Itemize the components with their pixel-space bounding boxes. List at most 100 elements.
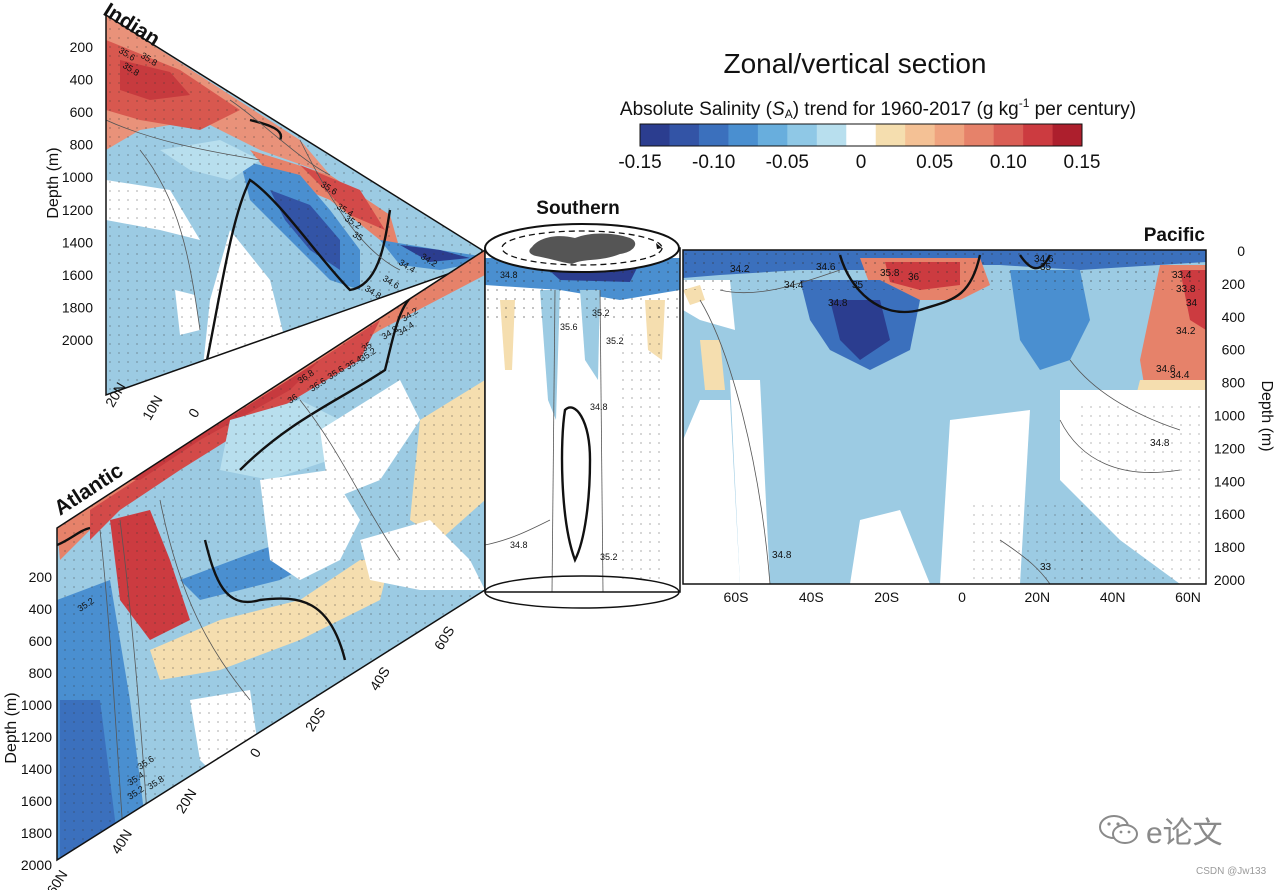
contour-label: 34.8 — [590, 402, 608, 412]
pacific-y-tick-label: 400 — [1222, 309, 1246, 325]
pacific-ylabel: Depth (m) — [1258, 380, 1275, 451]
contour-label: 35.8 — [880, 268, 900, 279]
figure-header: Zonal/vertical section Absolute Salinity… — [618, 48, 1136, 173]
colorbar-swatch — [1023, 124, 1053, 146]
colorbar-tick-label: -0.10 — [692, 152, 735, 173]
colorbar-swatch — [934, 124, 965, 146]
atlantic-y-tick-label: 200 — [29, 569, 53, 585]
colorbar-tick-label: -0.05 — [766, 152, 809, 173]
atlantic-x-tick-label: 0 — [246, 745, 264, 760]
contour-label: 34.8 — [1150, 438, 1170, 449]
southern-contour-labels: 34.8 35.6 35.2 34.8 35.2 34.8 35.2 — [500, 270, 624, 562]
atlantic-y-tick-label: 400 — [29, 601, 53, 617]
contour-label: 33.4 — [1172, 270, 1192, 281]
indian-y-tick-label: 600 — [70, 104, 94, 120]
colorbar-swatch — [875, 124, 906, 146]
colorbar-frame — [639, 123, 1083, 147]
contour-label: 35.6 — [560, 322, 578, 332]
watermark-credit: CSDN @Jw133 — [1196, 866, 1267, 877]
indian-x-tick-label: 0 — [185, 405, 203, 420]
pacific-x-tick-label: 40N — [1100, 589, 1126, 605]
pacific-x-tick-label: 20S — [874, 589, 899, 605]
pacific-x-tick-label: 60N — [1175, 589, 1201, 605]
contour-label: 36 — [908, 272, 920, 283]
pacific-y-tick-label: 800 — [1222, 375, 1246, 391]
colorbar-tick-label: 0.05 — [916, 152, 953, 173]
contour-label: 36 — [286, 392, 300, 406]
indian-ylabel: Depth (m) — [45, 147, 62, 218]
indian-y-tick-label: 1000 — [62, 169, 93, 185]
figure-title: Zonal/vertical section — [723, 48, 986, 79]
contour-label: 35 — [1040, 262, 1052, 273]
indian-y-tick-label: 1800 — [62, 299, 93, 315]
indian-y-ticks: 200 400 600 800 1000 1200 1400 1600 1800 2000 — [62, 39, 93, 348]
contour-label: 34.4 — [784, 280, 804, 291]
contour-label: 34.8 — [510, 540, 528, 550]
pacific-y-tick-label: 1400 — [1214, 473, 1245, 489]
contour-label: 34.6 — [1156, 364, 1176, 375]
pacific-title: Pacific — [1144, 225, 1206, 246]
pacific-heatmap — [683, 250, 1206, 584]
atlantic-y-tick-label: 600 — [29, 633, 53, 649]
colorbar-swatch — [698, 124, 729, 146]
pacific-y-tick-label: 1000 — [1214, 408, 1245, 424]
colorbar-tick-label: 0.10 — [990, 152, 1027, 173]
pacific-y-tick-label: 2000 — [1214, 572, 1245, 588]
atlantic-x-tick-label: 40N — [108, 826, 135, 856]
atlantic-x-tick-label: 20S — [302, 704, 329, 734]
colorbar-swatch — [993, 124, 1024, 146]
colorbar-swatch — [669, 124, 700, 146]
pacific-y-tick-label: 600 — [1222, 342, 1246, 358]
southern-panel: Southern 34.8 35.6 35.2 34.8 35.2 34.8 35.2 — [484, 198, 681, 609]
contour-label: 34.2 — [1176, 326, 1196, 337]
colorbar-swatch — [787, 124, 818, 146]
contour-label: 35.2 — [592, 308, 610, 318]
pacific-x-ticks: 60S 40S 20S 0 20N 40N 60N — [724, 589, 1201, 605]
contour-label: 33 — [1040, 562, 1052, 573]
pacific-x-tick-label: 60S — [724, 589, 749, 605]
pacific-x-tick-label: 20N — [1024, 589, 1050, 605]
colorbar-tick-label: 0.15 — [1064, 152, 1101, 173]
indian-y-tick-label: 800 — [70, 137, 94, 153]
pacific-y-tick-label: 200 — [1222, 276, 1246, 292]
colorbar — [639, 123, 1083, 147]
contour-label: 35 — [852, 280, 864, 291]
colorbar-tick-label: 0 — [856, 152, 867, 173]
contour-label: 35 — [360, 340, 374, 354]
figure-subtitle: Absolute Salinity (SA) trend for 1960-20… — [620, 96, 1136, 121]
pacific-contour-labels: 34.234.434.635.8 3634.6353534.833.433.834… — [730, 254, 1198, 573]
indian-y-tick-label: 2000 — [62, 332, 93, 348]
contour-label: 34.6 — [816, 262, 836, 273]
contour-label: 35 — [351, 229, 365, 243]
contour-label: 34.4 — [1170, 370, 1190, 381]
indian-y-tick-label: 1600 — [62, 267, 93, 283]
indian-x-tick-label: 10N — [139, 393, 166, 423]
colorbar-swatch — [964, 124, 994, 146]
contour-label: 34.2 — [730, 264, 750, 275]
pacific-y-tick-label: 1800 — [1214, 539, 1245, 555]
contour-label: 34.8 — [772, 550, 792, 561]
atlantic-y-tick-label: 1200 — [21, 729, 52, 745]
indian-y-tick-label: 1400 — [62, 234, 93, 250]
contour-label: 34.8 — [828, 298, 848, 309]
pacific-x-tick-label: 0 — [958, 589, 966, 605]
watermark-text: e论文 — [1146, 817, 1223, 850]
colorbar-swatch — [846, 124, 877, 146]
pacific-y-tick-label: 1600 — [1214, 506, 1245, 522]
colorbar-swatch — [1052, 124, 1083, 146]
contour-label: 35.2 — [606, 336, 624, 346]
atlantic-ylabel: Depth (m) — [3, 692, 20, 763]
atlantic-y-tick-label: 2000 — [21, 857, 52, 873]
atlantic-y-tick-label: 800 — [29, 665, 53, 681]
pacific-y-tick-label: 1200 — [1214, 440, 1245, 456]
colorbar-swatch — [905, 124, 935, 146]
contour-label: 35.2 — [600, 552, 618, 562]
indian-y-tick-label: 1200 — [62, 202, 93, 218]
atlantic-y-tick-label: 1600 — [21, 793, 52, 809]
pacific-y-tick-label: 0 — [1237, 243, 1245, 259]
watermark: e论文 — [1098, 808, 1223, 852]
contour-label: 34 — [1186, 298, 1198, 309]
contour-label: 34.6 — [1034, 254, 1054, 265]
colorbar-swatch — [640, 124, 670, 146]
